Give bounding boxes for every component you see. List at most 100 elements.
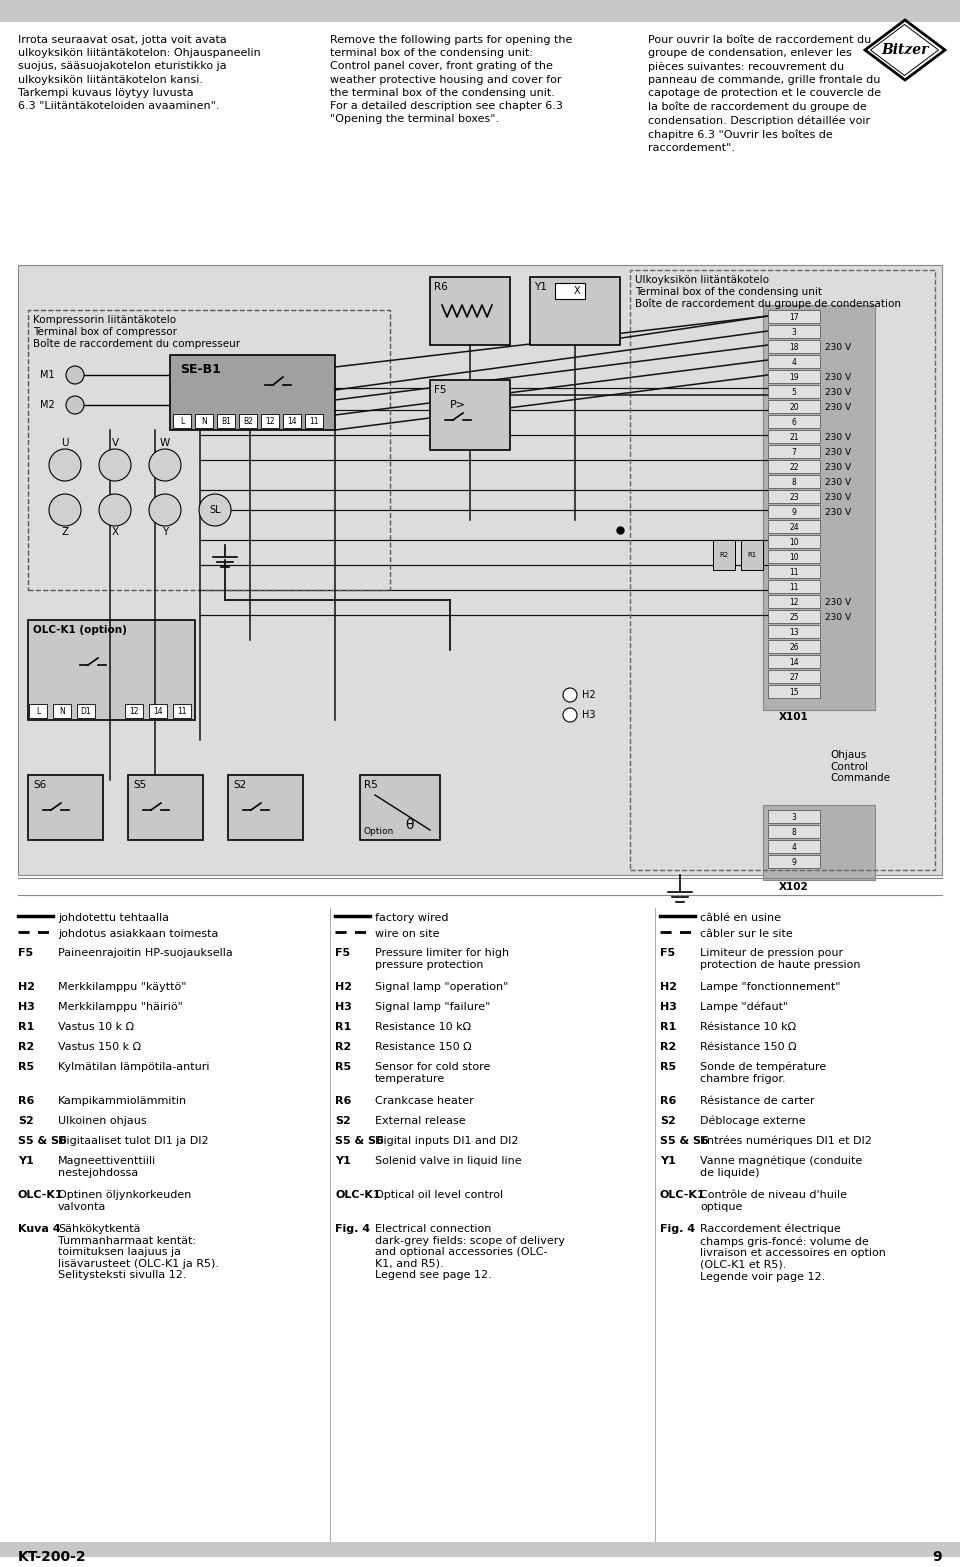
Bar: [763, 805, 875, 881]
Bar: [768, 595, 820, 608]
Text: S5: S5: [133, 780, 146, 790]
Bar: [239, 414, 257, 428]
Bar: [170, 356, 335, 429]
Text: 11: 11: [789, 583, 799, 592]
Bar: [125, 704, 143, 718]
Bar: [430, 381, 510, 450]
Text: Remove the following parts for opening the
terminal box of the condensing unit:
: Remove the following parts for opening t…: [330, 34, 572, 124]
Text: Pressure limiter for high
pressure protection: Pressure limiter for high pressure prote…: [375, 948, 509, 970]
Text: Résistance de carter: Résistance de carter: [700, 1095, 815, 1106]
Bar: [768, 429, 820, 443]
Text: B1: B1: [221, 417, 231, 426]
Text: 15: 15: [789, 688, 799, 697]
Bar: [768, 625, 820, 638]
Bar: [768, 550, 820, 563]
Text: 14: 14: [789, 658, 799, 668]
Bar: [149, 704, 167, 718]
Text: 9: 9: [792, 859, 797, 867]
Text: 11: 11: [309, 417, 319, 426]
Text: External release: External release: [375, 1116, 466, 1127]
Text: H2: H2: [582, 689, 595, 700]
Text: L: L: [180, 417, 184, 426]
Circle shape: [49, 494, 81, 527]
Text: Signal lamp "operation": Signal lamp "operation": [375, 983, 509, 992]
Text: 230 V: 230 V: [825, 373, 852, 382]
Bar: [741, 541, 763, 570]
Text: 230 V: 230 V: [825, 448, 852, 458]
Text: Pour ouvrir la boîte de raccordement du
groupe de condensation, enlever les
pièc: Pour ouvrir la boîte de raccordement du …: [648, 34, 881, 154]
Text: H2: H2: [660, 983, 677, 992]
Bar: [195, 414, 213, 428]
Text: U: U: [61, 439, 69, 448]
Text: H3: H3: [18, 1001, 35, 1012]
Bar: [0, 1542, 960, 1558]
Text: W: W: [160, 439, 170, 448]
Text: Déblocage externe: Déblocage externe: [700, 1116, 805, 1127]
Text: 12: 12: [130, 707, 139, 716]
Text: H2: H2: [335, 983, 352, 992]
Text: S6: S6: [33, 780, 46, 790]
Bar: [228, 776, 303, 840]
Bar: [768, 400, 820, 414]
Text: OLC-K1: OLC-K1: [660, 1189, 706, 1200]
Bar: [768, 671, 820, 683]
Bar: [768, 356, 820, 368]
Bar: [0, 0, 960, 22]
Text: Vanne magnétique (conduite
de liquide): Vanne magnétique (conduite de liquide): [700, 1156, 862, 1178]
Text: Fig. 4: Fig. 4: [335, 1224, 371, 1233]
Text: F5: F5: [335, 948, 350, 957]
Circle shape: [66, 367, 84, 384]
Bar: [28, 310, 390, 591]
Bar: [128, 776, 203, 840]
Text: 18: 18: [789, 343, 799, 353]
Circle shape: [563, 708, 577, 722]
Text: 14: 14: [154, 707, 163, 716]
Bar: [768, 475, 820, 487]
Circle shape: [149, 494, 181, 527]
Text: R2: R2: [719, 552, 729, 558]
Text: Contrôle de niveau d'huile
optique: Contrôle de niveau d'huile optique: [700, 1189, 847, 1211]
Bar: [28, 621, 195, 719]
Text: X: X: [574, 287, 580, 296]
Text: V: V: [111, 439, 119, 448]
Bar: [555, 284, 585, 299]
Text: 13: 13: [789, 628, 799, 638]
Text: R6: R6: [660, 1095, 677, 1106]
Text: 12: 12: [789, 599, 799, 606]
Text: 230 V: 230 V: [825, 478, 852, 487]
Bar: [768, 505, 820, 519]
Bar: [283, 414, 301, 428]
Bar: [768, 856, 820, 868]
Text: Y1: Y1: [660, 1156, 676, 1166]
Bar: [768, 461, 820, 473]
Text: S2: S2: [335, 1116, 350, 1127]
Bar: [768, 610, 820, 624]
Text: câbler sur le site: câbler sur le site: [700, 929, 793, 939]
Bar: [630, 270, 935, 870]
Text: R6: R6: [335, 1095, 351, 1106]
Bar: [768, 445, 820, 458]
Bar: [763, 306, 875, 710]
Text: R5: R5: [335, 1062, 351, 1072]
Text: Magneettiventtiili
nestejohdossa: Magneettiventtiili nestejohdossa: [58, 1156, 156, 1177]
Bar: [768, 520, 820, 533]
Text: N: N: [202, 417, 206, 426]
Text: X101: X101: [780, 711, 809, 722]
Text: 9: 9: [792, 508, 797, 517]
Bar: [768, 385, 820, 398]
Text: M1: M1: [40, 370, 55, 381]
Text: R1: R1: [748, 552, 756, 558]
Text: Y1: Y1: [534, 282, 547, 291]
Text: R1: R1: [335, 1022, 351, 1033]
Bar: [768, 324, 820, 338]
Text: F5: F5: [18, 948, 34, 957]
Text: Sähkökytkentä
Tummanharmaat kentät:
toimituksen laajuus ja
lisävarusteet (OLC-K1: Sähkökytkentä Tummanharmaat kentät: toim…: [58, 1224, 219, 1280]
Text: 6: 6: [792, 418, 797, 426]
Text: 3: 3: [792, 328, 797, 337]
Text: X102: X102: [780, 882, 809, 892]
Bar: [768, 655, 820, 668]
Text: Kompressorin liitäntäkotelo
Terminal box of compressor
Boîte de raccordement du : Kompressorin liitäntäkotelo Terminal box…: [33, 315, 240, 349]
Bar: [360, 776, 440, 840]
Text: 8: 8: [792, 478, 797, 487]
Text: 230 V: 230 V: [825, 599, 852, 606]
